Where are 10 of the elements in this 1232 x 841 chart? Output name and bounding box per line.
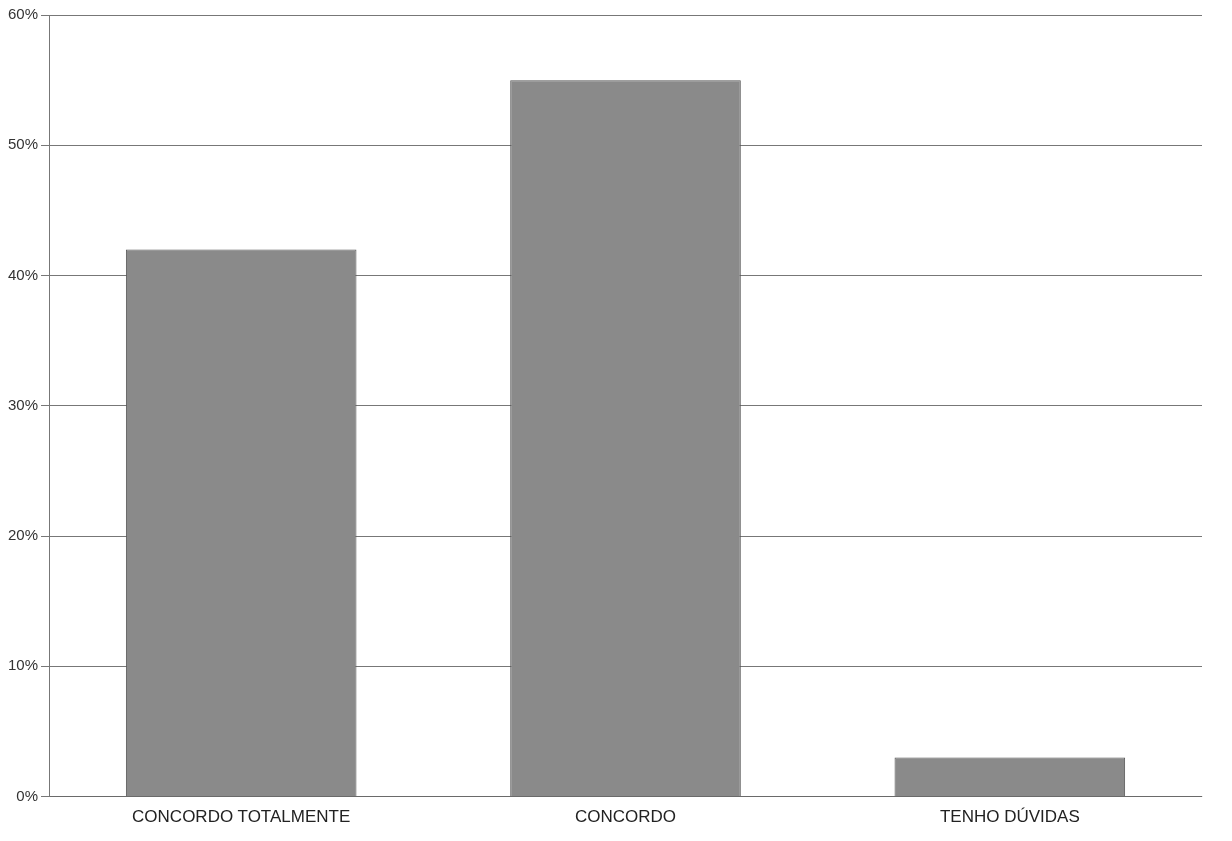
y-tick-label: 20% (7, 526, 39, 544)
x-tick-label: CONCORDO (574, 807, 677, 827)
y-tick-label: 0% (16, 786, 39, 804)
y-tick-label: 60% (7, 5, 39, 23)
y-tick-label: 40% (7, 265, 39, 283)
y-tick-label: 30% (7, 395, 39, 413)
y-tick-label: 50% (7, 135, 39, 153)
x-tick-label: TENHO DÚVIDAS (939, 807, 1080, 827)
y-tick-label: 10% (7, 656, 39, 674)
x-tick-label: CONCORDO TOTALMENTE (132, 807, 351, 827)
